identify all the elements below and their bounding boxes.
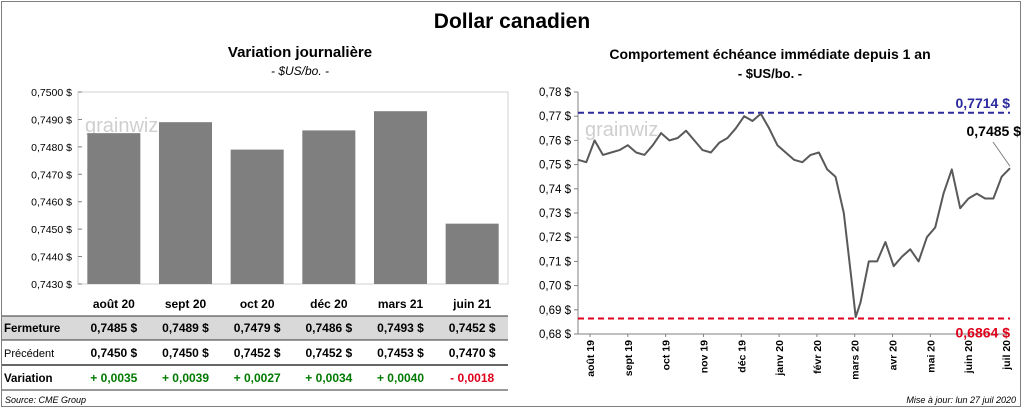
line-x-tick-label: mars 20 bbox=[850, 340, 862, 380]
line-chart-unit: - $US/bo. - bbox=[737, 66, 803, 81]
line-y-tick-label: 0,72 $ bbox=[539, 232, 572, 244]
line-x-tick-label: févr 20 bbox=[812, 340, 824, 374]
line-x-tick-label: oct 19 bbox=[661, 340, 673, 371]
line-x-tick-label: sept 19 bbox=[623, 340, 635, 376]
line-y-tick-label: 0,77 $ bbox=[539, 111, 572, 123]
table-cell: + 0,0039 bbox=[162, 371, 209, 385]
table-cell: 0,7489 $ bbox=[162, 321, 209, 335]
bar-plot-area bbox=[77, 91, 509, 285]
line-chart-title: Comportement échéance immédiate depuis 1… bbox=[609, 46, 931, 62]
table-cell: 0,7452 $ bbox=[234, 346, 281, 360]
table-cell: + 0,0040 bbox=[377, 371, 424, 385]
line-y-tick-label: 0,68 $ bbox=[539, 329, 572, 341]
bar-x-tick-label: juin 21 bbox=[452, 297, 491, 311]
line-y-tick-label: 0,76 $ bbox=[539, 135, 572, 147]
update-note: Mise à jour: lun 27 juil 2020 bbox=[906, 395, 1016, 405]
table-cell: 0,7450 $ bbox=[90, 346, 137, 360]
table-cell: 0,7450 $ bbox=[162, 346, 209, 360]
source-note: Source: CME Group bbox=[5, 395, 87, 405]
line-y-tick-label: 0,75 $ bbox=[539, 160, 572, 172]
table-cell: 0,7452 $ bbox=[305, 346, 352, 360]
last-value-label: 0,7485 $ bbox=[967, 123, 1022, 139]
high-label: 0,7714 $ bbox=[956, 95, 1011, 111]
bar-x-tick-label: déc 20 bbox=[310, 297, 348, 311]
line-x-tick-label: mai 20 bbox=[925, 340, 937, 373]
last-value-leader bbox=[992, 141, 1011, 167]
line-y-tick-label: 0,78 $ bbox=[539, 87, 572, 99]
line-x-tick-label: avr 20 bbox=[888, 340, 900, 371]
bar-y-tick-label: 0,7500 $ bbox=[31, 87, 72, 99]
line-y-tick-label: 0,69 $ bbox=[539, 305, 572, 317]
bar-y-tick-label: 0,7470 $ bbox=[31, 169, 72, 181]
bar-y-tick-label: 0,7440 $ bbox=[31, 252, 72, 264]
line-x-tick-label: août 19 bbox=[585, 340, 597, 377]
table-cell: 0,7493 $ bbox=[377, 321, 424, 335]
line-y-tick-label: 0,73 $ bbox=[539, 208, 572, 220]
line-x-tick-label: juin 20 bbox=[963, 340, 975, 374]
table-cell: + 0,0027 bbox=[234, 371, 281, 385]
line-x-tick-label: nov 19 bbox=[698, 340, 710, 373]
price-series-line bbox=[577, 112, 1011, 319]
bar bbox=[445, 223, 499, 284]
bar-x-tick-label: oct 20 bbox=[240, 297, 275, 311]
table-row-shade bbox=[2, 316, 508, 340]
bar-watermark: grainwiz bbox=[85, 115, 158, 137]
line-watermark: grainwiz bbox=[585, 119, 658, 141]
table-cell: 0,7485 $ bbox=[90, 321, 137, 335]
table-cell: - 0,0018 bbox=[450, 371, 494, 385]
bar-x-tick-label: août 20 bbox=[93, 297, 135, 311]
main-title: Dollar canadien bbox=[433, 10, 591, 33]
bar bbox=[158, 122, 213, 285]
bar-chart-title: Variation journalière bbox=[227, 44, 373, 61]
line-y-tick-label: 0,74 $ bbox=[539, 184, 572, 196]
line-x-tick-label: juil 20 bbox=[1001, 340, 1013, 371]
bar bbox=[230, 149, 284, 284]
bar-y-tick-label: 0,7450 $ bbox=[31, 224, 72, 236]
bar-y-tick-label: 0,7430 $ bbox=[31, 279, 72, 291]
bar bbox=[302, 130, 356, 284]
bar-y-tick-label: 0,7480 $ bbox=[31, 142, 72, 154]
bar-x-tick-label: sept 20 bbox=[165, 297, 207, 311]
table-cell: 0,7452 $ bbox=[449, 321, 496, 335]
bar bbox=[87, 133, 141, 284]
bar-y-tick-label: 0,7490 $ bbox=[31, 114, 72, 126]
table-cell: 0,7453 $ bbox=[377, 346, 424, 360]
line-y-tick-label: 0,71 $ bbox=[539, 256, 572, 268]
table-cell: 0,7479 $ bbox=[234, 321, 281, 335]
line-y-tick-label: 0,70 $ bbox=[539, 281, 572, 293]
bar-y-tick-label: 0,7460 $ bbox=[31, 197, 72, 209]
table-cell: + 0,0034 bbox=[305, 371, 352, 385]
bar-x-tick-label: mars 21 bbox=[378, 297, 424, 311]
low-label: 0,6864 $ bbox=[956, 325, 1011, 341]
line-x-tick-label: janv 20 bbox=[774, 340, 786, 377]
bar-chart-unit: - $US/bo. - bbox=[270, 64, 330, 78]
table-row-label: Fermeture bbox=[4, 323, 60, 335]
table-cell: + 0,0035 bbox=[90, 371, 137, 385]
line-x-tick-label: déc 19 bbox=[736, 340, 748, 373]
bar bbox=[373, 111, 428, 284]
table-cell: 0,7486 $ bbox=[305, 321, 352, 335]
table-row-label: Variation bbox=[4, 373, 53, 385]
table-row-label: Précédent bbox=[4, 348, 54, 360]
table-cell: 0,7470 $ bbox=[449, 346, 496, 360]
